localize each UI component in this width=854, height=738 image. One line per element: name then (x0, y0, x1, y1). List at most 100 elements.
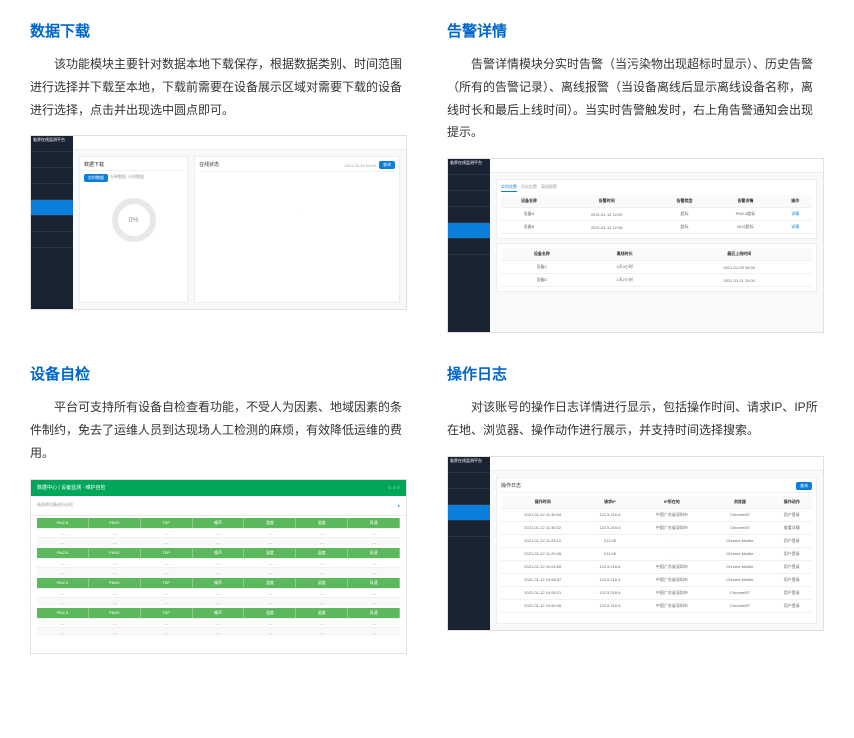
mock-sidebar: 临界在线监测平台 (448, 159, 490, 332)
panel-title: 操作日志 (501, 482, 521, 489)
tab[interactable]: 实时数据 (84, 174, 108, 182)
sidebar-item[interactable] (31, 168, 73, 184)
data-cell: — (141, 559, 193, 567)
data-cell: — (37, 589, 89, 597)
data-cell: — (296, 619, 348, 627)
sidebar-item[interactable] (448, 489, 490, 505)
data-cell: — (193, 559, 245, 567)
sidebar-item[interactable] (448, 239, 490, 255)
table-row: 设备B 2021-01-12 12:05 超标 NO2超标 详情 (501, 221, 812, 234)
search-button[interactable]: 查询 (379, 161, 395, 169)
sidebar-item[interactable] (448, 473, 490, 489)
data-cell: — (193, 589, 245, 597)
data-cell: — (37, 619, 89, 627)
col-header: PM10 (89, 608, 141, 618)
th: 告警详情 (712, 195, 778, 208)
th: 告警类型 (657, 195, 713, 208)
sidebar-logo: 临界在线监测平台 (448, 159, 490, 175)
col-header: 噪声 (193, 518, 245, 528)
col-header: PM10 (89, 578, 141, 588)
section-title: 设备自检 (30, 363, 407, 384)
tab[interactable]: 小时数据 (128, 174, 144, 182)
data-cell: — (296, 589, 348, 597)
th: 最后上线时间 (666, 248, 812, 261)
data-row: ——————— (37, 537, 400, 546)
sidebar-item[interactable] (448, 521, 490, 537)
search-button[interactable]: 查询 (796, 482, 812, 490)
col-header: PM10 (89, 548, 141, 558)
section-desc: 对该账号的操作日志详情进行显示，包括操作时间、请求IP、IP所在地、浏览器、操作… (447, 396, 824, 442)
data-cell: — (244, 619, 296, 627)
data-cell: — (37, 529, 89, 537)
table-row: 设备A 2021-01-12 12:00 超标 PM2.5超标 详情 (501, 208, 812, 221)
mock-topbar (490, 159, 823, 173)
sidebar-item-active[interactable] (31, 200, 73, 216)
section-desc: 平台可支持所有设备自检查看功能，不受人为因素、地域因素的条件制约，免去了运维人员… (30, 396, 407, 464)
col-header: TSP (141, 518, 193, 528)
data-cell: — (141, 568, 193, 576)
tab[interactable]: 离线报警 (541, 184, 557, 192)
sidebar-item[interactable] (448, 175, 490, 191)
data-cell: — (296, 529, 348, 537)
data-cell: — (193, 619, 245, 627)
data-cell: — (244, 589, 296, 597)
data-cell: — (37, 559, 89, 567)
data-cell: — (37, 538, 89, 546)
tab[interactable]: 实时告警 (501, 184, 517, 192)
th: 操作 (778, 195, 812, 208)
screenshot-data-download: 临界在线监测平台 数据下载 实时数据 分钟数据 小时数据 (30, 135, 407, 310)
data-row: ——————— (37, 558, 400, 567)
data-cell: — (348, 529, 400, 537)
table-row: 2021-01-12 11:20:45211.08-Chrome Mobile用… (501, 547, 812, 560)
device-header-row: PM2.5PM10TSP噪声温度湿度风速 (37, 578, 400, 588)
tab[interactable]: 分钟数据 (110, 174, 126, 182)
sidebar-item[interactable] (448, 207, 490, 223)
empty-state: · (199, 175, 395, 255)
col-header: 湿度 (296, 578, 348, 588)
tab[interactable]: 历史告警 (521, 184, 537, 192)
col-header: 风速 (348, 518, 400, 528)
col-header: 湿度 (296, 608, 348, 618)
col-header: 噪声 (193, 608, 245, 618)
progress-donut: 0% (112, 198, 156, 242)
data-cell: — (348, 589, 400, 597)
data-cell: — (193, 628, 245, 636)
sidebar-logo: 临界在线监测平台 (448, 457, 490, 473)
data-cell: — (193, 568, 245, 576)
data-cell: — (89, 628, 141, 636)
sidebar-item[interactable] (31, 216, 73, 232)
section-title: 告警详情 (447, 20, 824, 41)
sidebar-item[interactable] (31, 232, 73, 248)
detail-link[interactable]: 详情 (778, 208, 812, 221)
sidebar-item[interactable] (31, 184, 73, 200)
sidebar-item[interactable] (448, 191, 490, 207)
col-header: 温度 (244, 578, 296, 588)
data-cell: — (141, 619, 193, 627)
link[interactable]: ▸ (398, 503, 400, 508)
sidebar-item[interactable] (31, 152, 73, 168)
log-table: 操作时间请求IPIP所在地浏览器操作动作2021-01-12 11:49:541… (501, 496, 812, 613)
data-cell: — (296, 598, 348, 606)
th: 请求IP (584, 496, 635, 509)
table-row: 设备C 3天4小时 2021-01-09 08:00 (501, 261, 812, 274)
th: IP所在地 (635, 496, 708, 509)
sidebar-item-active[interactable] (448, 505, 490, 521)
data-cell: — (37, 568, 89, 576)
data-cell: — (244, 628, 296, 636)
data-cell: — (244, 529, 296, 537)
data-cell: — (296, 538, 348, 546)
data-row: ——————— (37, 567, 400, 576)
data-cell: — (193, 529, 245, 537)
data-cell: — (348, 538, 400, 546)
data-cell: — (348, 568, 400, 576)
data-cell: — (244, 598, 296, 606)
data-cell: — (193, 538, 245, 546)
col-header: PM2.5 (37, 608, 89, 618)
data-row: ——————— (37, 588, 400, 597)
data-cell: — (141, 598, 193, 606)
th: 设备名称 (501, 248, 583, 261)
detail-link[interactable]: 详情 (778, 221, 812, 234)
sidebar-item-active[interactable] (448, 223, 490, 239)
data-cell: — (244, 559, 296, 567)
section-desc: 告警详情模块分实时告警（当污染物出现超标时显示）、历史告警（所有的告警记录）、离… (447, 53, 824, 144)
